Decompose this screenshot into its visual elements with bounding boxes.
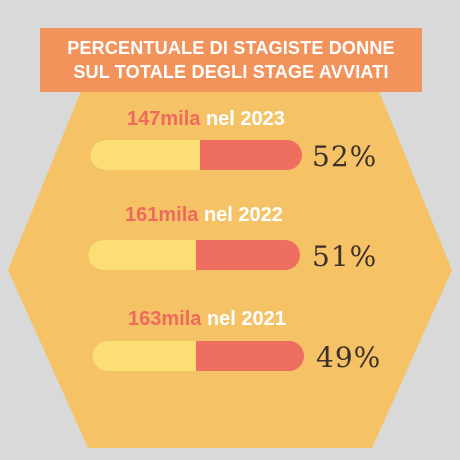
row-label-2021: 163mila nel 2021: [128, 308, 286, 331]
bar-fill-2022: [88, 240, 197, 270]
row-count: 163mila: [128, 308, 202, 330]
row-count: 147mila: [127, 108, 201, 130]
row-label-2023: 147mila nel 2023: [127, 108, 285, 131]
percent-label-2021: 49%: [316, 341, 382, 374]
chart-title: PERCENTUALE DI STAGISTE DONNE SUL TOTALE…: [40, 28, 422, 92]
row-year: nel 2023: [205, 108, 285, 130]
bar-track-2023: [90, 140, 302, 170]
percent-label-2023: 52%: [312, 140, 378, 173]
bar-track-2021: [92, 341, 304, 371]
bar-fill-2023: [90, 140, 201, 170]
row-year: nel 2022: [203, 204, 283, 226]
percent-label-2022: 51%: [312, 240, 378, 273]
chart-title-line-2: SUL TOTALE DEGLI STAGE AVVIATI: [73, 62, 389, 82]
bar-fill-2021: [92, 341, 196, 371]
row-count: 161mila: [125, 204, 199, 226]
chart-title-line-1: PERCENTUALE DI STAGISTE DONNE: [67, 38, 395, 58]
row-year: nel 2021: [206, 308, 286, 330]
bar-track-2022: [88, 240, 300, 270]
row-label-2022: 161mila nel 2022: [125, 204, 283, 227]
